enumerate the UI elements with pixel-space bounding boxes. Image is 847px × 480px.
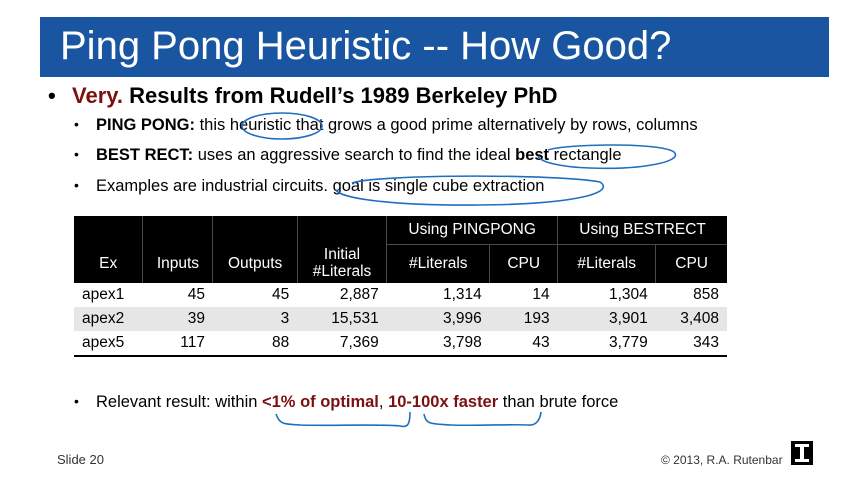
table-row: apex5 117 88 7,369 3,798 43 3,779 343 [74,331,727,357]
group-header-pingpong: Using PINGPONG [386,216,558,245]
table-row: apex2 39 3 15,531 3,996 193 3,901 3,408 [74,307,727,331]
col-header-br-cpu: CPU [655,244,727,283]
results-table: Using PINGPONG Using BESTRECT Ex Inputs … [74,216,727,357]
examples-text: Examples are industrial circuits. goal i… [96,177,545,195]
col-header-pp-cpu: CPU [489,244,558,283]
bestrect-label: BEST RECT: [96,146,194,164]
university-logo-icon [791,441,813,465]
bullet-dot: • [74,146,79,162]
bullet-dot: • [48,83,56,108]
table-header-row: Ex Inputs Outputs Initial #Literals #Lite… [74,244,727,283]
col-header-pp-literals: #Literals [386,244,490,283]
pingpong-text: this heuristic that grows a good prime a… [195,116,698,134]
bestrect-text-before: uses an aggressive search to find the id… [193,146,516,164]
faster-bracket [423,411,542,427]
bestrect-best: best [515,146,550,164]
bullet-dot: • [74,116,79,132]
col-header-ex: Ex [74,244,143,283]
main-bullet-accent: Very. [72,83,123,108]
col-header-initial: Initial #Literals [296,244,387,283]
table-group-header-row: Using PINGPONG Using BESTRECT [74,216,727,245]
bestrect-text-after: rectangle [549,146,622,164]
slide-title: Ping Pong Heuristic -- How Good? [60,24,672,68]
copyright: © 2013, R.A. Rutenbar [661,453,783,467]
col-header-inputs: Inputs [142,244,213,283]
result-optimal: <1% of optimal [262,393,379,411]
main-bullet-rest: Results from Rudell’s 1989 Berkeley PhD [122,83,558,108]
optimal-bracket [275,411,411,428]
bullet-dot: • [74,393,79,409]
pingpong-label: PING PONG: [96,116,196,134]
bullet-dot: • [74,177,79,193]
result-faster: 10-100x faster [388,393,499,411]
slide-number: Slide 20 [57,452,104,467]
col-header-outputs: Outputs [212,244,298,283]
col-header-br-literals: #Literals [557,244,656,283]
title-bar: Ping Pong Heuristic -- How Good? [40,17,829,77]
main-bullet-text: Very. Results from Rudell’s 1989 Berkele… [72,83,557,109]
group-header-bestrect: Using BESTRECT [557,216,727,245]
table-row: apex1 45 45 2,887 1,314 14 1,304 858 [82,286,719,303]
